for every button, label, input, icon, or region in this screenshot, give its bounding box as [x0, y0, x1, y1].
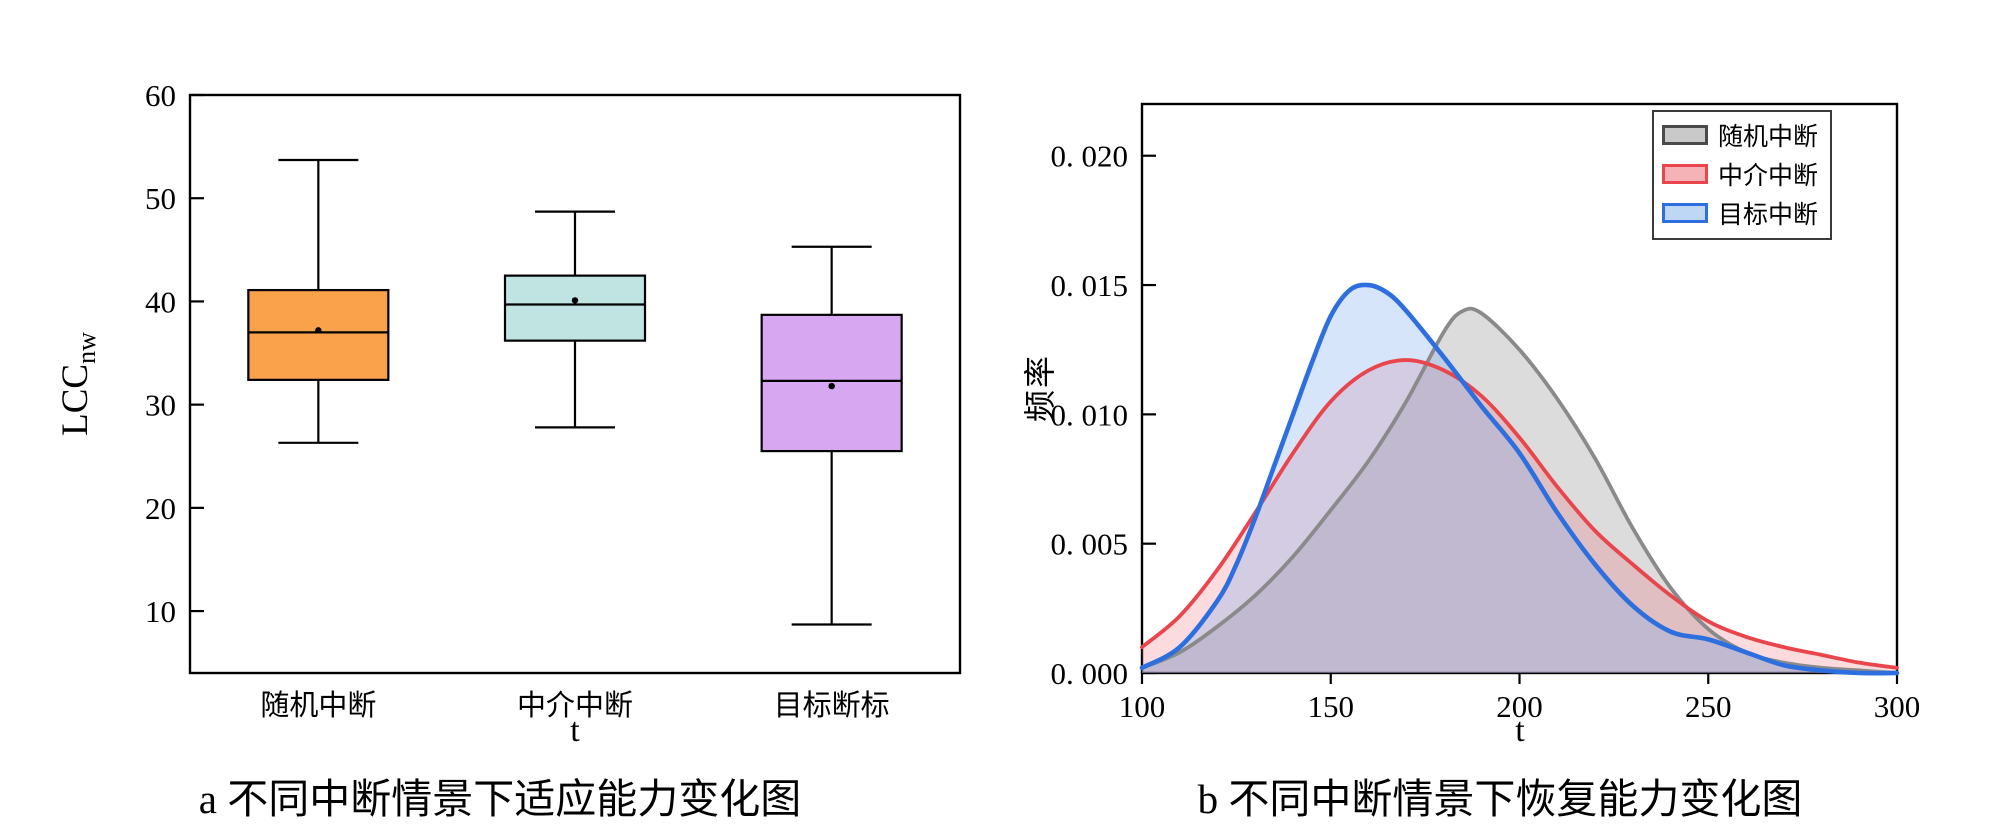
svg-text:100: 100: [1119, 689, 1166, 724]
boxplot-x-axis-label: t: [570, 712, 580, 749]
svg-text:30: 30: [145, 388, 176, 423]
svg-text:0. 005: 0. 005: [1051, 527, 1129, 562]
density-caption: b 不同中断情景下恢复能力变化图: [1197, 776, 1803, 822]
svg-text:随机中断: 随机中断: [260, 688, 376, 722]
svg-text:300: 300: [1874, 689, 1921, 724]
density-figure: 100 150 200 250 300 0. 000 0. 005 0. 010 0. 015 0…: [1000, 0, 2000, 827]
svg-text:0. 020: 0. 020: [1051, 139, 1129, 174]
boxplot-y-axis-label: LCCnw: [54, 332, 102, 436]
legend-label: 中介中断: [1718, 161, 1819, 190]
density-svg: 100 150 200 250 300 0. 000 0. 005 0. 010 0. 015 0…: [1051, 102, 1921, 724]
svg-text:40: 40: [145, 284, 176, 319]
svg-text:目标断标: 目标断标: [774, 688, 890, 722]
svg-text:10: 10: [145, 594, 176, 629]
legend-item: 中介中断: [1662, 156, 1818, 192]
svg-text:0. 000: 0. 000: [1051, 656, 1129, 691]
svg-text:60: 60: [145, 78, 176, 113]
boxplot-caption: a 不同中断情景下适应能力变化图: [198, 776, 802, 822]
legend-swatch: [1662, 164, 1708, 184]
svg-text:0. 010: 0. 010: [1051, 397, 1129, 432]
svg-text:中介中断: 中介中断: [517, 688, 633, 722]
legend-item: 随机中断: [1662, 117, 1818, 153]
density-y-axis-label: 频率: [1021, 353, 1059, 423]
legend: 随机中断 中介中断 目标中断: [1652, 110, 1833, 240]
svg-text:250: 250: [1685, 689, 1732, 724]
boxplot-y-axis-label-sub: nw: [72, 332, 102, 364]
svg-text:200: 200: [1496, 689, 1543, 724]
svg-text:0. 015: 0. 015: [1051, 268, 1129, 303]
legend-item: 目标中断: [1662, 195, 1818, 231]
boxplot-figure: 10 20 30 40 50 60 随机中断 中介中断 目标断标 LCCnw t a 不同中断情…: [54, 78, 962, 822]
legend-label: 随机中断: [1718, 122, 1819, 151]
boxplot-y-axis-label-main: LCC: [54, 363, 96, 436]
svg-text:20: 20: [145, 491, 176, 526]
svg-text:150: 150: [1308, 689, 1355, 724]
legend-label: 目标中断: [1718, 200, 1819, 229]
density-x-axis-label: t: [1515, 712, 1525, 749]
boxplot-svg: 10 20 30 40 50 60 随机中断 中介中断 目标断标: [145, 78, 962, 722]
legend-swatch: [1662, 125, 1708, 145]
legend-swatch: [1662, 203, 1708, 223]
svg-text:50: 50: [145, 181, 176, 216]
